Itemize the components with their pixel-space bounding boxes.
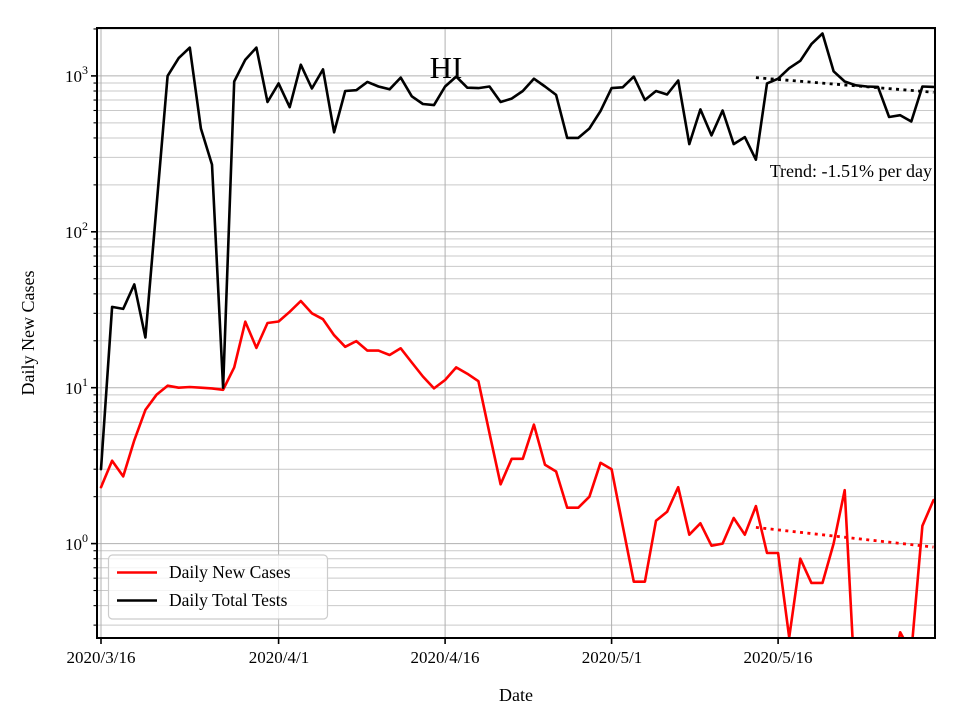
series-line-daily-total-tests: [99, 32, 935, 471]
axis-tick-marks: [91, 28, 779, 644]
series-lines: [99, 32, 935, 638]
x-tick-labels: 2020/3/16 2020/4/1 2020/4/16 2020/5/1 20…: [67, 648, 813, 667]
y-tick-label: 103: [65, 63, 88, 86]
y-tick-label: 100: [65, 531, 88, 554]
trend-line-tests-trend: [755, 76, 934, 94]
x-tick-label: 2020/4/16: [411, 648, 480, 667]
legend: Daily New Cases Daily Total Tests: [107, 554, 329, 620]
y-tick-label: 101: [65, 375, 88, 398]
legend-label-tests: Daily Total Tests: [169, 590, 288, 610]
plot-spines: [96, 27, 936, 639]
y-axis-label: Daily New Cases: [18, 271, 38, 396]
legend-box: [107, 554, 329, 620]
x-tick-label: 2020/5/1: [582, 648, 642, 667]
y-tick-label: 102: [65, 219, 88, 242]
x-tick-label: 2020/5/16: [744, 648, 813, 667]
legend-label-cases: Daily New Cases: [169, 562, 291, 582]
state-title-annotation: HI: [430, 50, 463, 85]
y-tick-labels: 100 101 102 103: [65, 63, 88, 554]
x-axis-label: Date: [499, 685, 533, 705]
trend-line-cases-trend: [755, 526, 934, 549]
gridlines: [97, 28, 935, 638]
trend-annotation: Trend: -1.51% per day: [770, 161, 932, 181]
series-line-daily-new-cases: [99, 299, 935, 638]
x-tick-label: 2020/3/16: [67, 648, 136, 667]
x-tick-label: 2020/4/1: [249, 648, 309, 667]
